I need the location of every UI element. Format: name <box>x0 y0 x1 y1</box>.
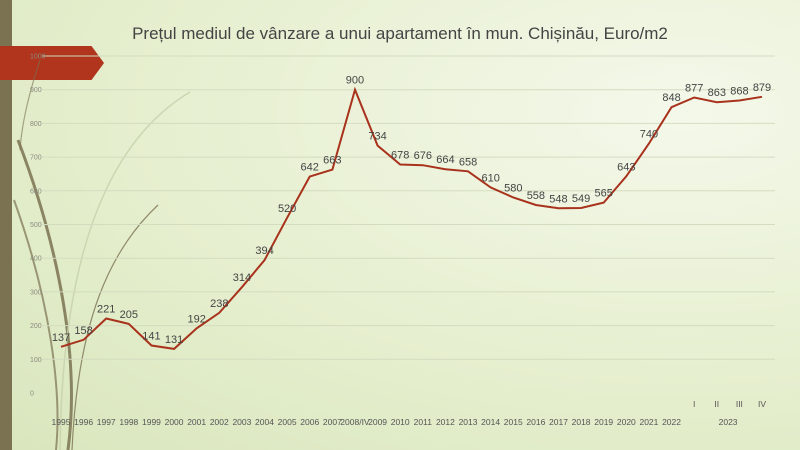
x-tick-label: 1996 <box>74 417 93 427</box>
x-tick-label: 2022 <box>662 417 681 427</box>
data-label: 565 <box>595 188 613 200</box>
x-group-label: 2023 <box>719 417 738 427</box>
data-label: 900 <box>346 75 364 87</box>
x-tick-label: 2004 <box>255 417 274 427</box>
data-label: 192 <box>187 313 205 325</box>
x-tick-label: 2013 <box>459 417 478 427</box>
data-label: 642 <box>301 162 319 174</box>
x-tick-label: 2003 <box>232 417 251 427</box>
data-label: 549 <box>572 193 590 205</box>
data-label: 658 <box>459 156 477 168</box>
x-tick-label: 2008/IV <box>340 417 370 427</box>
x-tick-label: 2020 <box>617 417 636 427</box>
x-tick-label: 1997 <box>97 417 116 427</box>
x-tick-label: 2015 <box>504 417 523 427</box>
y-tick-label: 200 <box>30 323 42 330</box>
x-tick-label: 2014 <box>481 417 500 427</box>
data-label: 879 <box>753 82 771 94</box>
y-tick-label: 500 <box>30 222 42 229</box>
decor-curve <box>13 199 59 450</box>
x-tick-label: IV <box>758 399 766 409</box>
decor-curve <box>59 91 191 450</box>
data-label: 205 <box>120 309 138 321</box>
y-tick-label: 0 <box>30 391 34 398</box>
chart-title: Prețul mediul de vânzare a unui apartame… <box>132 24 668 43</box>
data-labels: 137 158 221 205 141 131 192 238 314 394 520 642 663 9… <box>52 75 771 346</box>
x-tick-label: 2001 <box>187 417 206 427</box>
data-label: 558 <box>527 190 545 202</box>
decor-curve <box>16 139 73 450</box>
x-axis-ticks: 1995 1996 1997 1998 1999 2000 2001 2002 2003 2004… <box>52 399 767 427</box>
data-label: 863 <box>708 87 726 99</box>
y-tick-label: 700 <box>30 155 42 162</box>
x-tick-label: III <box>736 399 743 409</box>
data-label: 610 <box>481 172 499 184</box>
y-tick-label: 1000 <box>30 54 46 61</box>
y-tick-label: 900 <box>30 87 42 94</box>
data-label: 868 <box>730 85 748 97</box>
x-tick-label: 2019 <box>594 417 613 427</box>
data-label: 520 <box>278 203 296 215</box>
x-tick-label: 2010 <box>391 417 410 427</box>
red-arrow-tab <box>0 46 104 80</box>
x-tick-label: 2021 <box>639 417 658 427</box>
data-label: 877 <box>685 82 703 94</box>
data-label: 848 <box>662 92 680 104</box>
x-tick-label: 1995 <box>52 417 71 427</box>
x-tick-label: 1999 <box>142 417 161 427</box>
left-accent-bar <box>0 0 12 450</box>
x-tick-label: 2000 <box>165 417 184 427</box>
y-tick-label: 100 <box>30 357 42 364</box>
y-tick-label: 400 <box>30 256 42 263</box>
data-label: 548 <box>549 193 567 205</box>
x-tick-label: 2011 <box>414 417 433 427</box>
y-tick-label: 600 <box>30 188 42 195</box>
data-label: 580 <box>504 183 522 195</box>
data-label: 131 <box>165 334 183 346</box>
data-label: 314 <box>233 272 251 284</box>
data-label: 740 <box>640 129 658 141</box>
data-label: 221 <box>97 304 115 316</box>
gridlines <box>42 55 775 360</box>
x-tick-label: 2016 <box>526 417 545 427</box>
data-label: 664 <box>436 154 454 166</box>
x-tick-label: 2012 <box>436 417 455 427</box>
decor-curve <box>71 204 159 450</box>
data-label: 663 <box>323 155 341 167</box>
y-tick-label: 300 <box>30 289 42 296</box>
data-label: 137 <box>52 332 70 344</box>
decor-curve <box>19 59 41 151</box>
x-tick-label: 2005 <box>278 417 297 427</box>
x-tick-label: 2007 <box>323 417 342 427</box>
x-tick-label: 2017 <box>549 417 568 427</box>
data-label: 734 <box>368 131 386 143</box>
y-axis-ticks: 0 100 200 300 400 500 600 700 800 900 1000 <box>30 54 46 398</box>
x-tick-label: 2006 <box>300 417 319 427</box>
data-label: 643 <box>617 161 635 173</box>
data-label: 238 <box>210 298 228 310</box>
x-tick-label: 1998 <box>119 417 138 427</box>
data-label: 678 <box>391 150 409 162</box>
x-tick-label: 2018 <box>572 417 591 427</box>
x-tick-label: 2009 <box>368 417 387 427</box>
data-label: 141 <box>142 330 160 342</box>
x-tick-label: 2002 <box>210 417 229 427</box>
data-label: 394 <box>255 245 273 257</box>
series-line <box>60 86 763 350</box>
data-label: 676 <box>414 150 432 162</box>
y-tick-label: 800 <box>30 121 42 128</box>
x-tick-label: I <box>693 399 695 409</box>
data-label: 158 <box>74 325 92 337</box>
x-tick-label: II <box>714 399 719 409</box>
decorative-curves <box>13 59 191 450</box>
